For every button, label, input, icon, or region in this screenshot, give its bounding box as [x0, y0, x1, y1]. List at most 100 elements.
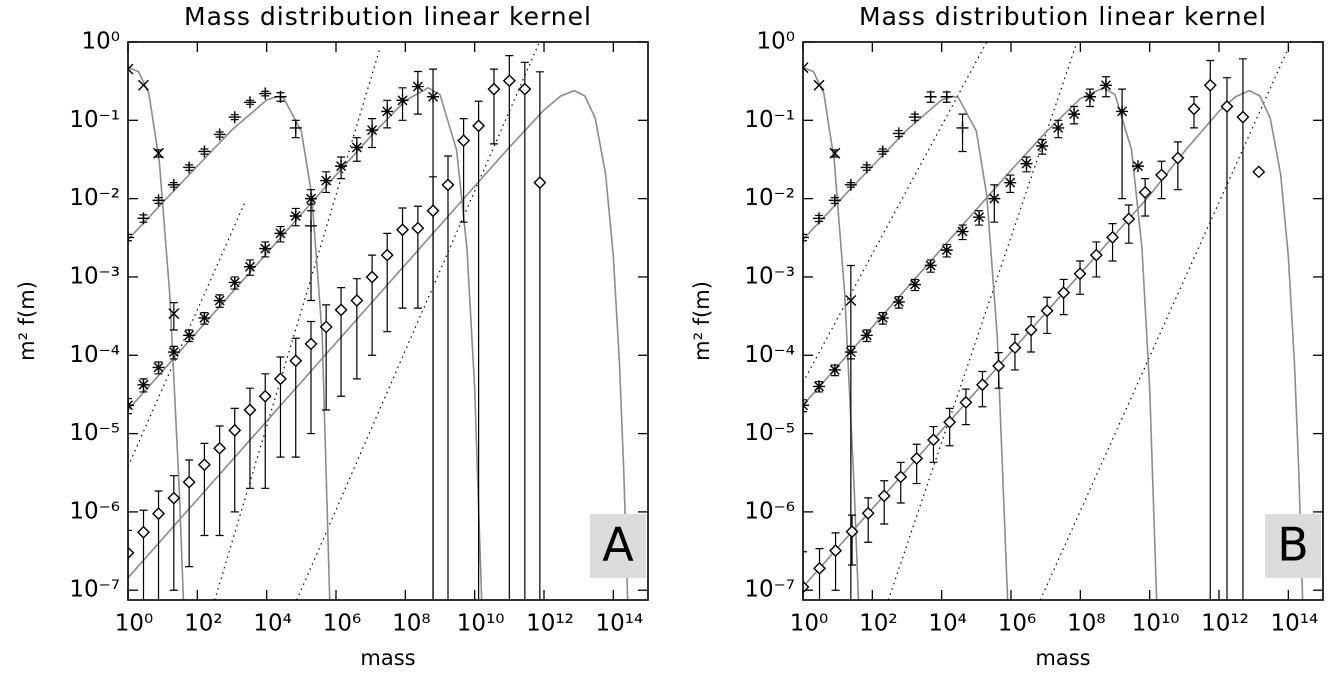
- y-tick-label: 10⁰: [757, 29, 796, 55]
- y-tick-label: 10⁻²: [744, 185, 795, 211]
- x-tick-label: 10⁸: [1067, 611, 1106, 637]
- marker: [213, 128, 226, 141]
- marker: [926, 433, 940, 447]
- error-bar: [413, 205, 422, 309]
- panel-label-box: [1265, 514, 1321, 578]
- marker: [959, 395, 973, 409]
- marker: [289, 121, 302, 134]
- marker: [813, 380, 826, 393]
- error-bar: [429, 176, 438, 600]
- marker: [813, 79, 825, 91]
- marker: [1004, 176, 1017, 189]
- error-bar: [128, 397, 132, 415]
- y-tick-label: 10⁻³: [744, 263, 795, 289]
- guide-line: [214, 49, 381, 600]
- marker: [1138, 185, 1152, 199]
- marker: [876, 311, 889, 324]
- marker: [426, 204, 440, 218]
- marker: [860, 161, 873, 174]
- marker: [183, 161, 196, 174]
- error-bar: [520, 61, 529, 600]
- y-tick-label: 10⁻⁷: [69, 577, 120, 603]
- y-tick-label: 10⁻⁶: [744, 498, 795, 524]
- panel-label-box: [590, 514, 646, 578]
- marker: [975, 378, 989, 392]
- marker: [1008, 341, 1022, 355]
- marker: [1052, 121, 1065, 134]
- marker: [128, 546, 135, 560]
- model-curve: [128, 89, 629, 600]
- error-bar: [489, 68, 498, 145]
- x-tick-label: 10⁶: [323, 611, 362, 637]
- marker: [304, 192, 317, 205]
- marker: [940, 90, 953, 103]
- model-curve: [128, 66, 185, 600]
- y-axis-label: m² f(m): [690, 281, 714, 361]
- marker: [380, 248, 394, 262]
- marker: [213, 294, 226, 307]
- marker: [892, 295, 905, 308]
- marker: [138, 79, 149, 91]
- x-tick-label: 10²: [184, 611, 223, 637]
- x-tick-label: 10¹⁰: [1132, 611, 1180, 637]
- marker: [1089, 248, 1103, 262]
- marker: [167, 178, 180, 191]
- y-tick-label: 10⁻⁵: [744, 420, 795, 446]
- marker: [243, 403, 257, 417]
- marker: [213, 441, 227, 455]
- marker: [924, 90, 937, 103]
- y-tick-label: 10⁻⁴: [69, 342, 120, 368]
- y-axis-label: m² f(m): [15, 281, 39, 361]
- panel-label: A: [602, 518, 634, 572]
- marker: [894, 470, 908, 484]
- marker: [319, 320, 333, 334]
- marker: [803, 580, 810, 594]
- error-bar: [1222, 77, 1231, 600]
- marker: [829, 147, 841, 159]
- error-bar: [1173, 141, 1182, 191]
- marker: [828, 194, 841, 207]
- marker: [973, 211, 986, 224]
- marker: [813, 561, 827, 575]
- x-axis-label: mass: [360, 646, 415, 670]
- marker: [828, 363, 841, 376]
- marker: [988, 192, 1001, 205]
- marker: [320, 174, 333, 187]
- marker: [228, 276, 241, 289]
- marker: [273, 372, 287, 386]
- x-tick-label: 10⁰: [115, 611, 154, 637]
- panel: Mass distribution linear kernel mass m² f(…: [15, 2, 649, 670]
- guide-line: [128, 200, 247, 467]
- marker: [153, 147, 165, 159]
- y-tick-label: 10⁻³: [69, 263, 120, 289]
- marker: [472, 119, 486, 133]
- marker: [845, 525, 859, 539]
- marker: [1155, 168, 1169, 182]
- error-bar: [413, 70, 422, 115]
- marker: [259, 87, 272, 100]
- marker: [1073, 267, 1087, 281]
- error-bar: [803, 399, 807, 413]
- marker: [152, 194, 165, 207]
- guide-line: [1039, 42, 1292, 600]
- marker: [411, 80, 424, 93]
- chart-title: Mass distribution linear kernel: [184, 2, 592, 31]
- y-tick-label: 10⁻⁴: [744, 342, 795, 368]
- marker: [427, 90, 440, 103]
- error-bar: [1238, 58, 1247, 600]
- x-tick-label: 10¹⁴: [1270, 611, 1318, 637]
- marker: [1131, 160, 1144, 173]
- marker: [128, 231, 134, 244]
- marker: [845, 295, 857, 307]
- guide-line: [296, 42, 541, 600]
- marker: [350, 141, 363, 154]
- guide-line: [803, 42, 988, 383]
- x-tick-label: 10⁸: [392, 611, 431, 637]
- error-bar: [803, 551, 807, 600]
- marker: [198, 311, 211, 324]
- error-bar: [128, 529, 132, 600]
- x-tick-label: 10⁴: [928, 611, 967, 637]
- error-bar: [443, 155, 452, 600]
- marker: [943, 415, 957, 429]
- marker: [152, 361, 165, 374]
